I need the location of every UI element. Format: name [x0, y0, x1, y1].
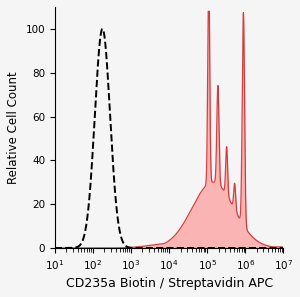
X-axis label: CD235a Biotin / Streptavidin APC: CD235a Biotin / Streptavidin APC — [66, 277, 273, 290]
Y-axis label: Relative Cell Count: Relative Cell Count — [7, 71, 20, 184]
